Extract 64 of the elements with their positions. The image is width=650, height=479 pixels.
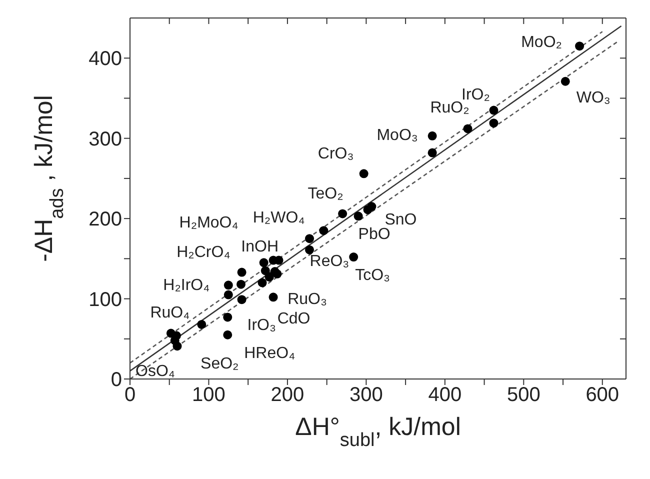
- annotation: TeO₂: [308, 186, 344, 203]
- point: [354, 212, 363, 221]
- annotation: WO₃: [576, 89, 610, 106]
- annotation: PbO: [358, 226, 390, 244]
- point: [305, 245, 314, 254]
- point: [259, 258, 268, 268]
- annotation: InOH: [241, 238, 279, 256]
- point: [260, 266, 270, 276]
- point: [224, 290, 233, 300]
- point: [224, 280, 233, 290]
- point: [489, 118, 498, 128]
- y-tick-label: 0: [110, 369, 122, 392]
- y-tick-label: 400: [88, 48, 122, 70]
- point: [236, 280, 246, 289]
- point: [264, 272, 274, 282]
- point: [338, 209, 348, 218]
- point: [237, 268, 246, 277]
- point: [223, 312, 232, 322]
- point: [463, 124, 472, 134]
- annotation: HReO₄: [244, 344, 296, 362]
- annotation: CrO₃: [318, 146, 354, 163]
- annotation: H₂WO₄: [252, 209, 305, 226]
- x-tick-label: 300: [350, 384, 383, 406]
- annotation: CdO: [277, 310, 310, 328]
- point: [367, 202, 376, 212]
- point: [319, 226, 328, 236]
- point: [349, 252, 358, 262]
- annotation: ReO₃: [310, 252, 350, 270]
- x-tick-label: 500: [506, 384, 540, 406]
- annotation: OsO₄: [136, 363, 175, 380]
- x-axis-title: ΔH°$_{subl}$, kJ/mol: [295, 413, 461, 450]
- point: [272, 269, 282, 278]
- point: [258, 278, 267, 288]
- annotation: RuO₃: [288, 291, 327, 308]
- point: [223, 330, 232, 340]
- point: [560, 76, 570, 86]
- point: [197, 320, 206, 329]
- annotation: SeO₂: [200, 355, 239, 372]
- point: [359, 169, 368, 178]
- annotation: H₂CrO₄: [176, 244, 230, 262]
- point: [428, 148, 437, 158]
- annotation: RuO₄: [150, 304, 190, 322]
- point: [268, 292, 278, 302]
- point: [237, 295, 246, 304]
- x-tick-label: 0: [124, 384, 136, 406]
- x-tick-label: 200: [270, 384, 304, 406]
- point: [172, 342, 182, 351]
- annotation: IrO₃: [247, 317, 276, 334]
- annotation: MoO₃: [376, 126, 418, 144]
- annotation: TcO₃: [355, 267, 390, 284]
- point: [305, 234, 314, 244]
- y-tick-label: 300: [88, 128, 122, 150]
- annotation: H₂MoO₄: [179, 214, 238, 232]
- x-tick-label: 100: [192, 384, 226, 406]
- y-tick-label: 100: [88, 288, 122, 311]
- point: [575, 42, 584, 51]
- point: [428, 131, 437, 140]
- annotation: H₂IrO₄: [163, 276, 210, 294]
- x-tick-label: 600: [586, 384, 620, 406]
- point: [489, 106, 498, 115]
- annotation: SnO: [384, 212, 417, 229]
- x-tick-label: 400: [428, 384, 462, 406]
- y-tick-label: 200: [88, 208, 122, 231]
- annotation: MoO₂: [521, 34, 562, 52]
